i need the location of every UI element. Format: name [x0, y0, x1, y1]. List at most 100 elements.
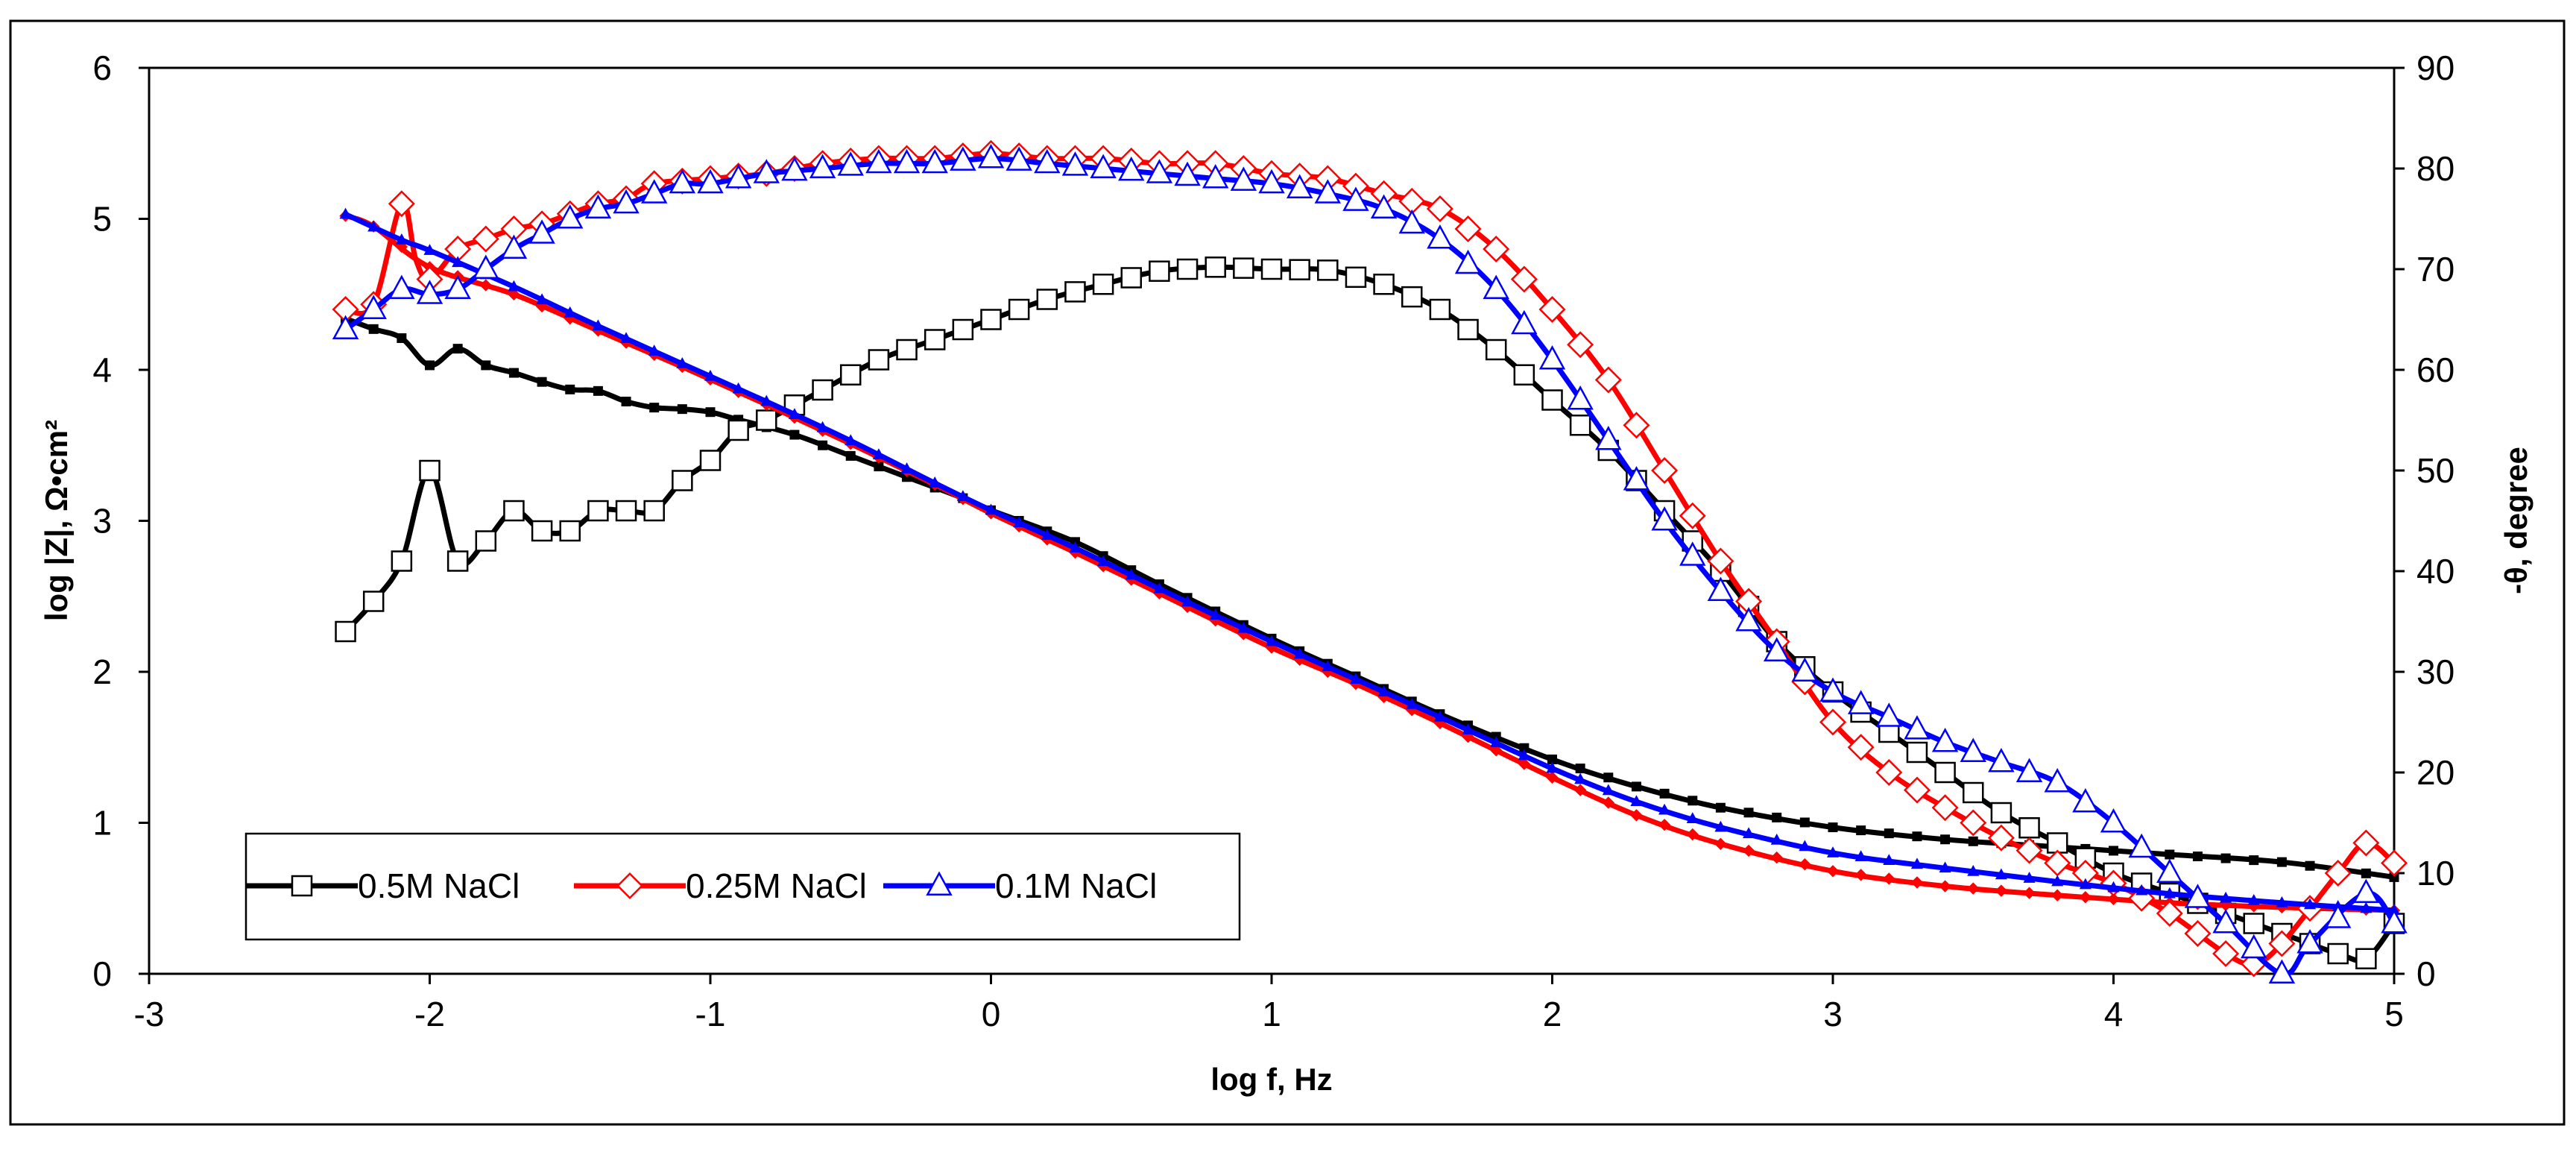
- modulus-point: [1658, 803, 1671, 815]
- y-tick-label: 1: [92, 804, 112, 843]
- modulus-point: [1293, 647, 1306, 659]
- modulus-point: [872, 448, 885, 459]
- phase-point: [613, 189, 640, 214]
- phase-point: [1398, 209, 1425, 234]
- phase-point: [360, 295, 387, 319]
- phase-point: [1205, 256, 1226, 278]
- modulus-point: [1181, 595, 1194, 607]
- phase-point: [472, 225, 499, 253]
- phase-point: [446, 550, 469, 572]
- y2-tick-label: 0: [2416, 954, 2436, 993]
- phase-point: [1847, 690, 1875, 714]
- modulus-point: [2305, 860, 2315, 871]
- modulus-point: [2165, 849, 2175, 860]
- phase-point: [2324, 904, 2352, 928]
- modulus-point: [1772, 812, 1782, 822]
- phase-point: [1819, 708, 1847, 736]
- phase-point: [473, 254, 499, 279]
- phase-point: [1202, 163, 1229, 189]
- phase-point: [1146, 159, 1173, 183]
- phase-point: [1401, 286, 1423, 308]
- modulus-point: [1743, 827, 1755, 839]
- legend-label: 0.1M NaCl: [995, 866, 1157, 905]
- phase-point: [2268, 959, 2296, 983]
- modulus-point: [2051, 889, 2064, 901]
- phase-point: [1342, 186, 1369, 211]
- phase-point: [2327, 942, 2349, 965]
- modulus-point: [2276, 896, 2288, 907]
- x-tick-label: 5: [2384, 995, 2404, 1033]
- phase-point: [503, 500, 525, 522]
- modulus-point: [845, 450, 856, 461]
- modulus-point: [1546, 761, 1559, 773]
- modulus-point: [452, 344, 463, 354]
- modulus-point: [1742, 844, 1755, 857]
- phase-point: [1569, 415, 1591, 436]
- modulus-point: [1940, 834, 1951, 845]
- legend-swatch-marker: [926, 871, 953, 896]
- phase-point: [837, 151, 864, 176]
- phase-point: [1513, 364, 1535, 385]
- phase-point: [528, 219, 555, 244]
- modulus-point: [789, 429, 800, 440]
- phase-point: [1370, 194, 1398, 218]
- phase-point: [1763, 637, 1790, 661]
- modulus-point: [1770, 851, 1783, 864]
- modulus-point: [1826, 865, 1840, 878]
- modulus-point: [1013, 516, 1026, 528]
- series-2: [332, 143, 2408, 983]
- phase-point: [2241, 934, 2267, 959]
- y2-tick-label: 70: [2416, 250, 2455, 289]
- phase-point: [643, 500, 665, 522]
- modulus-point: [1884, 828, 1894, 839]
- modulus-point: [1854, 850, 1867, 861]
- modulus-point: [2135, 884, 2148, 896]
- y2-tick-label: 90: [2416, 48, 2455, 87]
- modulus-point: [1715, 802, 1726, 813]
- modulus-point: [1854, 869, 1867, 881]
- modulus-point: [1433, 710, 1446, 722]
- modulus-point: [564, 306, 576, 318]
- phase-point: [1988, 747, 2015, 772]
- phase-point: [1931, 727, 1959, 752]
- phase-point: [1118, 156, 1145, 181]
- modulus-point: [1995, 868, 2007, 880]
- phase-point: [362, 591, 385, 612]
- modulus-point: [592, 319, 604, 331]
- x-tick-label: 4: [2104, 995, 2124, 1033]
- modulus-point: [2276, 857, 2287, 867]
- modulus-point: [1968, 836, 1978, 846]
- modulus-point: [2247, 893, 2260, 905]
- modulus-point: [704, 369, 717, 381]
- phase-point: [1707, 576, 1734, 601]
- modulus-point: [1153, 582, 1166, 594]
- modulus-point: [1967, 864, 1980, 876]
- modulus-point: [1799, 857, 1811, 871]
- phase-point: [893, 148, 921, 174]
- phase-point: [444, 274, 471, 299]
- phase-point: [1092, 274, 1114, 295]
- modulus-point: [1630, 809, 1643, 822]
- phase-point: [2212, 908, 2239, 934]
- modulus-point: [1799, 840, 1811, 852]
- modulus-point: [2109, 846, 2118, 856]
- modulus-point: [1406, 698, 1418, 709]
- phase-point: [1373, 274, 1395, 295]
- legend: 0.5M NaCl 0.25M NaCl 0.1M NaCl: [244, 832, 1241, 941]
- phase-point: [921, 148, 948, 174]
- phase-point: [1960, 809, 1987, 837]
- phase-point: [1090, 154, 1117, 178]
- phase-point: [1538, 295, 1566, 324]
- phase-point: [2296, 928, 2323, 954]
- y-tick-label: 4: [92, 350, 112, 389]
- phase-point: [2072, 787, 2099, 813]
- modulus-point: [2079, 878, 2092, 890]
- phase-point: [2212, 939, 2240, 968]
- legend-entry-0: 0.5M NaCl: [246, 866, 520, 905]
- phase-point: [1429, 298, 1451, 321]
- modulus-point: [705, 407, 716, 418]
- phase-point: [559, 520, 581, 542]
- phase-point: [2100, 808, 2127, 833]
- modulus-point: [397, 333, 407, 343]
- phase-point: [724, 163, 752, 189]
